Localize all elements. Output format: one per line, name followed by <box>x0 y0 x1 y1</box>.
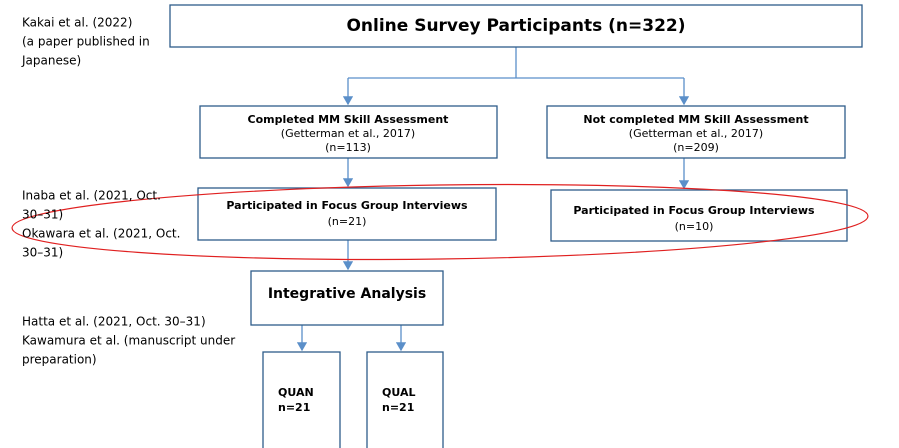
note-line: Inaba et al. (2021, Oct. <box>22 189 161 203</box>
box-line: QUAL <box>382 386 415 399</box>
box-line: Completed MM Skill Assessment <box>248 113 449 126</box>
fgi-box <box>197 187 497 241</box>
note-line: 30–31) <box>22 208 63 222</box>
box-line: (Getterman et al., 2017) <box>629 127 763 140</box>
quan-box <box>262 351 341 448</box>
note-line: (a paper published in <box>22 35 150 49</box>
note-line: Kawamura et al. (manuscript under <box>22 334 235 348</box>
box-label: Online Survey Participants (n=322) <box>346 16 685 36</box>
box-label: Integrative Analysis <box>268 286 426 302</box>
box-line: Not completed MM Skill Assessment <box>583 113 808 126</box>
box-line: (n=113) <box>325 141 371 154</box>
note-line: Kakai et al. (2022) <box>22 16 132 30</box>
not-completed-box <box>546 105 846 159</box>
integrative-box <box>250 270 444 326</box>
box-line: n=21 <box>382 401 414 414</box>
highlight-ellipse <box>11 183 869 261</box>
note-line: Okawara et al. (2021, Oct. <box>22 227 180 241</box>
note-line: preparation) <box>22 353 97 367</box>
qual-box <box>366 351 444 448</box>
box-line: QUAN <box>278 386 314 399</box>
completed-box <box>199 105 498 159</box>
box-line: Participated in Focus Group Interviews <box>226 199 468 212</box>
participants-box <box>169 4 863 48</box>
box-line: (n=10) <box>675 220 714 233</box>
box-line: (Getterman et al., 2017) <box>281 127 415 140</box>
note-line: Hatta et al. (2021, Oct. 30–31) <box>22 315 206 329</box>
fgi-box <box>550 189 848 242</box>
box-line: n=21 <box>278 401 310 414</box>
connector <box>348 47 684 79</box>
box-line: Participated in Focus Group Interviews <box>573 204 815 217</box>
connectors <box>296 47 690 352</box>
texts: Kakai et al. (2022) (a paper published in… <box>21 16 815 415</box>
note-line: 30–31) <box>22 246 63 260</box>
note-line: Japanese) <box>21 54 81 68</box>
box-line: (n=209) <box>673 141 719 154</box>
box-line: (n=21) <box>328 215 367 228</box>
